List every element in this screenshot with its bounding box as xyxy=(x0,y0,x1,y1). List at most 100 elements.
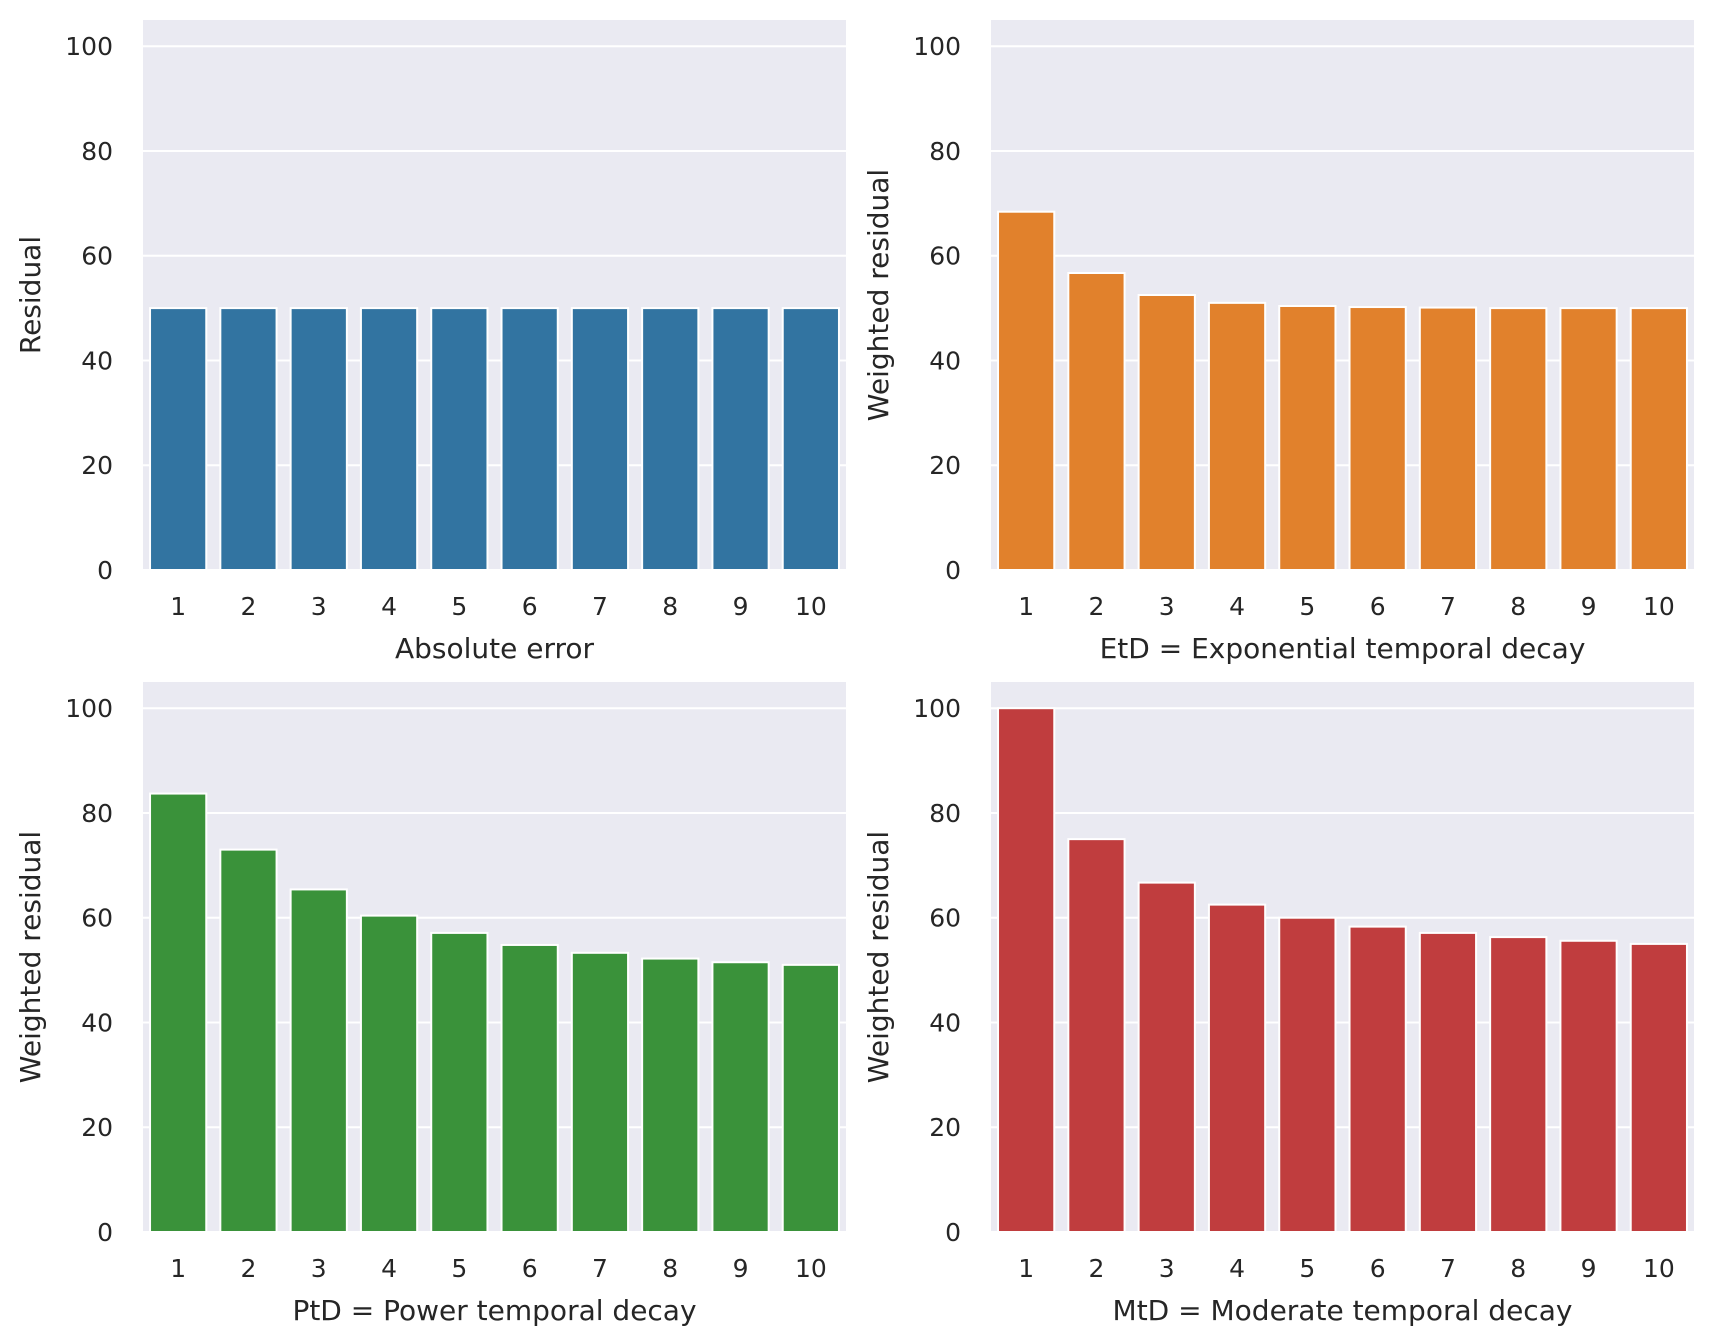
y-tick-label: 20 xyxy=(81,1113,113,1142)
bar-4 xyxy=(1207,903,1267,1233)
x-tick-label: 9 xyxy=(733,1254,749,1283)
bar-2 xyxy=(219,307,278,571)
subplot-4: 0 20 40 60 80 100 1 2 3 4 5 6 7 8 9 10 MtD = Moderate te… xyxy=(862,682,1694,1327)
x-tick-label: 7 xyxy=(1440,592,1456,621)
bar-6 xyxy=(500,307,559,571)
x-tick-label: 10 xyxy=(795,592,827,621)
bar-3 xyxy=(289,888,348,1234)
bar-7 xyxy=(1418,306,1478,571)
bar-10 xyxy=(1629,307,1688,571)
y-axis-label: Weighted residual xyxy=(14,831,47,1083)
x-tick-label: 6 xyxy=(1370,592,1386,621)
bar-4 xyxy=(359,307,419,571)
bar-4 xyxy=(1207,301,1267,571)
bar-9 xyxy=(711,961,770,1233)
x-tick-label: 5 xyxy=(1299,1254,1315,1283)
y-tick-label: 100 xyxy=(65,32,113,61)
subplot-1: 0 20 40 60 80 100 1 2 3 4 5 6 7 8 9 10 Absolute error Res… xyxy=(14,20,846,665)
y-tick-label: 80 xyxy=(929,137,961,166)
x-tick-label: 2 xyxy=(240,592,256,621)
x-tick-label: 6 xyxy=(522,1254,538,1283)
x-axis-label: MtD = Moderate temporal decay xyxy=(1113,1294,1573,1327)
bar-9 xyxy=(711,307,770,571)
x-tick-label: 6 xyxy=(522,592,538,621)
bar-10 xyxy=(781,307,840,571)
y-axis-label: Weighted residual xyxy=(862,169,895,421)
y-tick-label: 40 xyxy=(81,1008,113,1037)
bar-6 xyxy=(1348,306,1407,571)
y-tick-label: 20 xyxy=(929,1113,961,1142)
x-tick-label: 10 xyxy=(795,1254,827,1283)
bar-2 xyxy=(1067,272,1126,571)
x-tick-label: 3 xyxy=(311,1254,327,1283)
x-axis-label: EtD = Exponential temporal decay xyxy=(1100,632,1586,665)
y-tick-label: 100 xyxy=(65,694,113,723)
x-axis-label: PtD = Power temporal decay xyxy=(292,1294,696,1327)
x-tick-label: 1 xyxy=(1018,592,1034,621)
y-tick-label: 40 xyxy=(929,1008,961,1037)
x-tick-label: 10 xyxy=(1643,592,1675,621)
x-tick-label: 7 xyxy=(592,592,608,621)
bar-1 xyxy=(149,307,208,571)
y-tick-label: 40 xyxy=(929,346,961,375)
bar-7 xyxy=(1418,931,1478,1234)
y-tick-label: 60 xyxy=(929,242,961,271)
x-tick-label: 5 xyxy=(1299,592,1315,621)
x-tick-label: 4 xyxy=(381,592,397,621)
x-tick-label: 2 xyxy=(240,1254,256,1283)
x-tick-label: 8 xyxy=(1510,1254,1526,1283)
x-tick-label: 8 xyxy=(662,1254,678,1283)
bar-3 xyxy=(289,307,348,571)
x-tick-label: 9 xyxy=(1581,1254,1597,1283)
subplot-3: 0 20 40 60 80 100 1 2 3 4 5 6 7 8 9 10 PtD = Power tempo… xyxy=(14,682,846,1327)
y-tick-label: 60 xyxy=(81,904,113,933)
subplot-2: 0 20 40 60 80 100 1 2 3 4 5 6 7 8 9 10 EtD = Exponential… xyxy=(862,20,1694,665)
x-tick-label: 3 xyxy=(311,592,327,621)
bar-4 xyxy=(359,914,419,1233)
x-tick-label: 1 xyxy=(170,592,186,621)
y-tick-label: 80 xyxy=(81,799,113,828)
bar-1 xyxy=(997,210,1056,571)
y-tick-label: 20 xyxy=(929,451,961,480)
x-tick-label: 7 xyxy=(1440,1254,1456,1283)
bar-7 xyxy=(570,951,630,1233)
y-axis-label: Weighted residual xyxy=(862,831,895,1083)
y-axis-label: Residual xyxy=(14,236,47,354)
x-tick-label: 1 xyxy=(1018,1254,1034,1283)
x-tick-label: 3 xyxy=(1159,1254,1175,1283)
bar-3 xyxy=(1137,881,1196,1233)
y-tick-label: 100 xyxy=(913,32,961,61)
x-tick-label: 4 xyxy=(1229,1254,1245,1283)
bar-5 xyxy=(430,931,489,1234)
bar-10 xyxy=(781,963,840,1233)
x-tick-label: 5 xyxy=(451,592,467,621)
bar-8 xyxy=(1489,936,1548,1233)
x-tick-label: 5 xyxy=(451,1254,467,1283)
bar-8 xyxy=(641,307,700,571)
bar-10 xyxy=(1629,942,1688,1234)
y-tick-label: 40 xyxy=(81,346,113,375)
bar-2 xyxy=(219,848,278,1233)
bar-3 xyxy=(1137,294,1196,571)
x-tick-label: 4 xyxy=(381,1254,397,1283)
x-tick-label: 10 xyxy=(1643,1254,1675,1283)
bar-8 xyxy=(1489,307,1548,571)
x-tick-label: 8 xyxy=(662,592,678,621)
x-tick-label: 9 xyxy=(1581,592,1597,621)
x-axis-label: Absolute error xyxy=(395,632,595,665)
y-tick-label: 100 xyxy=(913,694,961,723)
x-tick-label: 6 xyxy=(1370,1254,1386,1283)
bar-7 xyxy=(570,307,630,571)
bar-5 xyxy=(1278,305,1337,571)
y-tick-label: 80 xyxy=(929,799,961,828)
y-tick-label: 80 xyxy=(81,137,113,166)
y-tick-label: 0 xyxy=(945,1218,961,1247)
bar-5 xyxy=(1278,916,1337,1233)
bar-6 xyxy=(1348,925,1407,1233)
bar-1 xyxy=(149,792,208,1233)
x-tick-label: 7 xyxy=(592,1254,608,1283)
x-tick-label: 3 xyxy=(1159,592,1175,621)
x-tick-label: 1 xyxy=(170,1254,186,1283)
x-tick-label: 9 xyxy=(733,592,749,621)
